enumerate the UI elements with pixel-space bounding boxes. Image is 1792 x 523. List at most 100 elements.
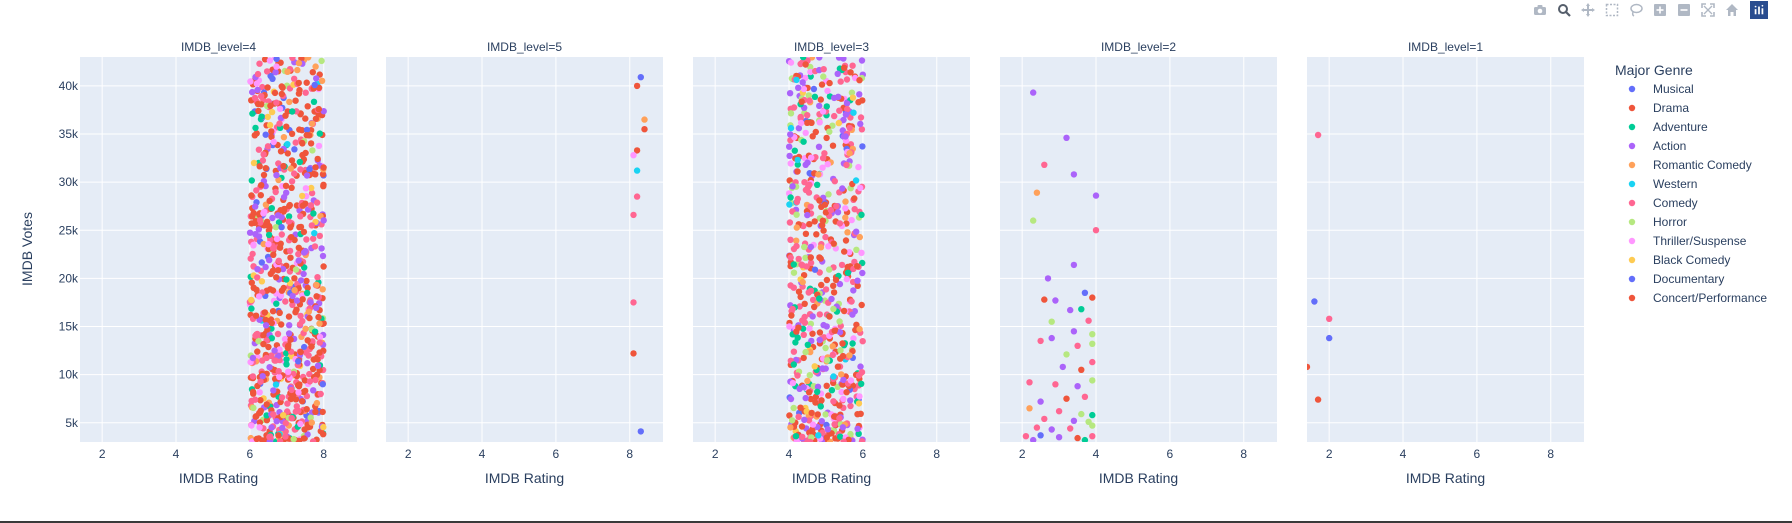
scatter-point — [268, 319, 275, 327]
scatter-point — [830, 289, 838, 296]
x-tick-label: 2 — [405, 447, 412, 461]
scatter-point — [849, 311, 856, 318]
scatter-point — [255, 107, 262, 115]
scatter-point — [314, 274, 321, 281]
scatter-point — [262, 316, 269, 324]
scatter-point — [825, 243, 832, 250]
scatter-point — [839, 340, 846, 347]
scatter-point — [271, 347, 278, 354]
scatter-point — [303, 289, 311, 297]
x-axis-label: IMDB Rating — [792, 470, 871, 486]
scatter-point — [288, 234, 295, 241]
scatter-point — [258, 278, 266, 285]
scatter-point — [316, 232, 323, 240]
scatter-point — [253, 187, 260, 194]
scatter-point — [1089, 294, 1096, 301]
scatter-point — [273, 57, 280, 63]
scatter-point — [806, 325, 813, 332]
autoscale-icon[interactable] — [1698, 0, 1718, 20]
scatter-point — [299, 192, 306, 200]
scatter-point — [854, 425, 861, 432]
scatter-point — [284, 342, 292, 350]
scatter-point — [857, 363, 864, 370]
scatter-point — [304, 360, 311, 367]
scatter-point — [823, 434, 830, 441]
scatter-point — [252, 312, 260, 319]
plotly-logo-icon[interactable] — [1750, 1, 1768, 19]
scatter-point — [292, 139, 299, 146]
scatter-point — [269, 214, 276, 222]
scatter-point — [826, 266, 833, 273]
scatter-point — [284, 68, 291, 76]
scatter-point — [277, 207, 284, 214]
scatter-point — [802, 254, 809, 261]
x-tick-label: 6 — [1167, 447, 1174, 461]
facet-panel: 2 4 6 8 IMDB_level=2 IMDB Rating — [1000, 40, 1277, 486]
scatter-point — [258, 259, 265, 266]
zoom-out-icon[interactable] — [1674, 0, 1694, 20]
scatter-point — [273, 418, 280, 425]
scatter-point — [831, 421, 838, 428]
scatter-point — [835, 93, 842, 101]
scatter-point — [789, 183, 796, 190]
lasso-select-icon[interactable] — [1626, 0, 1646, 20]
scatter-point — [258, 101, 265, 108]
scatter-point — [842, 205, 849, 212]
pan-icon[interactable] — [1578, 0, 1598, 20]
scatter-point — [283, 349, 290, 357]
scatter-point — [1326, 334, 1333, 342]
scatter-point — [787, 110, 795, 117]
scatter-point — [823, 134, 830, 142]
scatter-point — [319, 408, 326, 416]
scatter-point — [278, 394, 286, 401]
scatter-point — [268, 205, 275, 212]
scatter-point — [310, 98, 318, 106]
scatter-point — [849, 94, 857, 101]
scatter-point — [258, 182, 265, 189]
scatter-point — [303, 406, 310, 413]
scatter-point — [252, 124, 259, 132]
facet-title: IMDB_level=5 — [487, 40, 562, 54]
scatter-point — [858, 301, 865, 309]
scatter-point — [288, 178, 296, 185]
zoom-in-icon[interactable] — [1650, 0, 1670, 20]
scatter-point — [845, 436, 852, 442]
scatter-point — [305, 57, 312, 61]
zoom-icon[interactable] — [1554, 0, 1574, 20]
scatter-point — [812, 393, 820, 400]
scatter-points — [1022, 89, 1100, 442]
scatter-point — [823, 103, 830, 110]
scatter-point — [841, 248, 848, 255]
scatter-point — [253, 80, 260, 87]
scatter-point — [320, 164, 327, 171]
scatter-point — [295, 59, 303, 67]
scatter-point — [316, 320, 323, 327]
scatter-point — [786, 90, 794, 97]
x-tick-label: 4 — [173, 447, 180, 461]
x-axis-label: IMDB Rating — [1406, 470, 1485, 486]
scatter-point — [786, 201, 793, 208]
scatter-point — [281, 335, 289, 343]
scatter-point — [817, 244, 825, 251]
scatter-point — [834, 70, 841, 78]
scatter-point — [817, 255, 824, 262]
scatter-point — [268, 128, 275, 135]
scatter-point — [641, 116, 648, 123]
scatter-point — [254, 330, 261, 338]
scatter-point — [272, 224, 280, 231]
scatter-point — [283, 356, 290, 363]
scatter-point — [851, 206, 858, 213]
reset-axes-icon[interactable] — [1722, 0, 1742, 20]
scatter-point — [802, 61, 809, 68]
scatter-point — [280, 412, 287, 419]
scatter-point — [1067, 425, 1074, 432]
camera-icon[interactable] — [1530, 0, 1550, 20]
scatter-point — [637, 428, 644, 435]
scatter-point — [318, 57, 325, 65]
scatter-point — [302, 349, 310, 356]
box-select-icon[interactable] — [1602, 0, 1622, 20]
scatter-point — [262, 263, 269, 271]
scatter-points — [1307, 131, 1333, 403]
y-tick-label: 30k — [59, 175, 79, 189]
scatter-point — [814, 411, 821, 418]
